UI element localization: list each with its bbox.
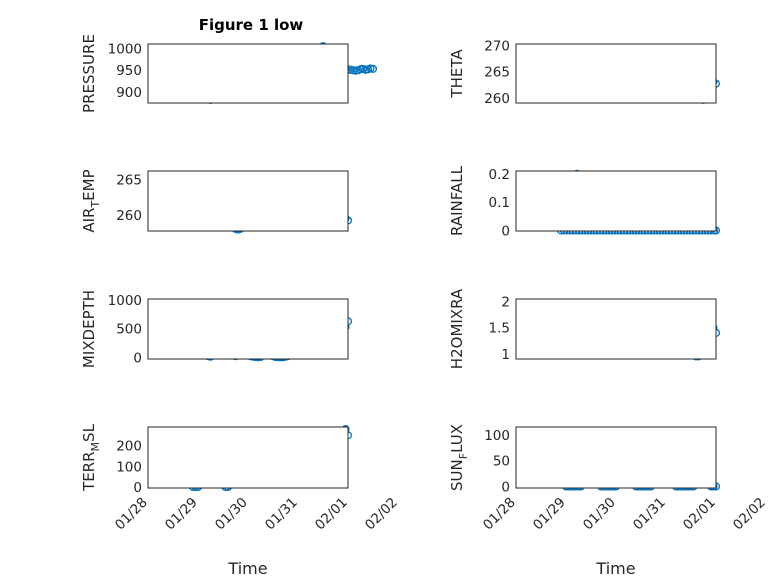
y-tick-label: 270 — [484, 39, 510, 55]
subplot-top-right: 260 265 270 THETA — [448, 39, 721, 107]
y-tick-label: 0 — [133, 350, 142, 366]
y-axis-label-main: H2OMIXRA — [448, 288, 466, 369]
y-axis-label: RAINFALL — [448, 165, 466, 236]
y-tick-label: 0.1 — [489, 195, 510, 211]
y-axis-label-subscript: F — [457, 453, 470, 459]
y-tick-label: 1.5 — [489, 321, 510, 337]
data-point — [368, 64, 378, 73]
subplot-top-left: 900 950 1000 PRESSURE — [80, 34, 378, 113]
subplot-mid-right: 0 0.1 0.2 RAINFALL — [448, 165, 721, 239]
axes-frame — [147, 170, 349, 232]
y-tick-label: 200 — [116, 439, 142, 455]
y-tick-label: 1 — [501, 347, 510, 363]
figure-title: Figure 1 low — [199, 16, 304, 34]
y-axis-label-main: RAINFALL — [448, 165, 466, 236]
y-axis-label-main: PRESSURE — [80, 34, 98, 113]
x-axis-label: Time — [595, 559, 635, 578]
y-axis-label-main: AIR — [80, 208, 98, 233]
y-tick-label: 50 — [493, 454, 510, 470]
axes-frame — [147, 298, 349, 360]
x-axis-label: Time — [227, 559, 267, 578]
axes-frame — [515, 426, 717, 489]
axes-frame — [515, 298, 717, 360]
y-axis-label: THETA — [448, 49, 466, 99]
axes-frame — [515, 43, 717, 104]
y-tick-label: 2 — [501, 295, 510, 311]
y-axis-label: H2OMIXRA — [448, 288, 466, 369]
y-tick-label: 260 — [484, 91, 510, 107]
subplot-lower-right: 1 1.5 2 H2OMIXRA — [448, 288, 721, 369]
y-axis-label: TERRMSL — [80, 423, 102, 492]
y-axis-label-tail: LUX — [448, 424, 466, 453]
y-tick-label: 500 — [116, 322, 142, 338]
y-axis-label: MIXDEPTH — [80, 290, 98, 368]
y-axis-label-main: TERR — [80, 451, 98, 492]
y-axis-label: PRESSURE — [80, 34, 98, 113]
subplot-mid-left: 260 265 AIRTEMP — [80, 169, 353, 234]
y-tick-label: 0 — [133, 480, 142, 496]
axes-frame — [147, 426, 349, 489]
y-tick-label: 100 — [484, 428, 510, 444]
y-tick-label: 265 — [116, 172, 142, 188]
y-tick-label: 260 — [116, 208, 142, 224]
y-axis-label-subscript: M — [89, 442, 102, 452]
y-axis-label-main: MIXDEPTH — [80, 290, 98, 368]
axes-frame — [515, 170, 717, 232]
y-axis-label: AIRTEMP — [80, 169, 102, 232]
y-tick-label: 0.2 — [489, 167, 510, 183]
y-tick-label: 950 — [116, 63, 142, 79]
y-axis-label-subscript: T — [89, 201, 102, 209]
y-axis-label-tail: SL — [80, 423, 98, 442]
y-tick-label: 0 — [501, 479, 510, 495]
y-tick-label: 100 — [116, 459, 142, 475]
y-axis-label: SUNFLUX — [448, 424, 470, 491]
axes-frame — [147, 43, 349, 104]
y-tick-label: 1000 — [108, 293, 142, 309]
y-tick-label: 265 — [484, 65, 510, 81]
subplot-lower-left: 0 500 1000 MIXDEPTH — [80, 290, 353, 368]
y-axis-label-main: THETA — [448, 49, 466, 99]
y-tick-label: 900 — [116, 85, 142, 101]
y-tick-label: 0 — [501, 223, 510, 239]
y-axis-label-tail: EMP — [80, 169, 98, 200]
y-tick-label: 1000 — [108, 41, 142, 57]
y-axis-label-main: SUN — [448, 459, 466, 491]
